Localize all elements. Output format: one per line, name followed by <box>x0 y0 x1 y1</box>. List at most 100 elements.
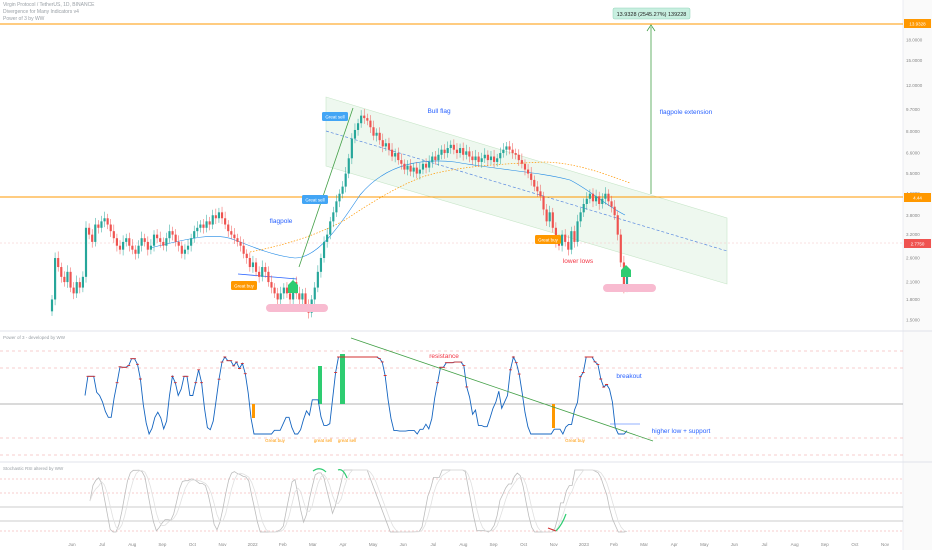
power-of-3-line-high <box>86 356 609 388</box>
candle <box>360 115 363 124</box>
candle <box>180 245 183 254</box>
candle <box>539 191 542 197</box>
candle <box>350 138 353 159</box>
candle <box>91 234 94 242</box>
great-buy-badge-2: Great buy <box>535 235 561 244</box>
candle <box>366 118 369 121</box>
candle <box>264 267 267 272</box>
candle <box>437 154 440 161</box>
time-axis-label: Jul <box>430 542 436 547</box>
candle <box>582 203 585 213</box>
p2-buy-bar-2 <box>552 404 555 428</box>
candle <box>103 218 106 222</box>
stoch-highlight-3 <box>547 527 557 532</box>
candle <box>140 238 143 246</box>
moving-average-2 <box>249 161 631 253</box>
candle <box>517 154 520 161</box>
candle <box>109 224 112 232</box>
candle <box>424 163 428 168</box>
candle <box>418 169 421 174</box>
highlight-oval-2 <box>603 284 656 292</box>
candle <box>304 293 307 306</box>
target-label-box <box>612 7 691 20</box>
candle <box>530 173 533 180</box>
candle <box>69 271 72 288</box>
candle <box>276 293 279 300</box>
candle <box>492 156 496 162</box>
candle <box>211 215 214 225</box>
candle <box>54 258 57 300</box>
candle <box>619 234 622 263</box>
price-tick-label: 5.5000 <box>906 171 920 176</box>
candle <box>394 153 397 157</box>
great-buy-label-1: Great buy <box>234 284 255 289</box>
candle <box>106 218 109 225</box>
candle <box>288 293 292 300</box>
flagpole-line <box>298 107 354 268</box>
candle <box>230 231 233 235</box>
candle <box>152 234 156 246</box>
candle <box>344 173 347 187</box>
target-price-tag <box>904 19 931 28</box>
candle <box>245 253 248 259</box>
resistance-label: resistance <box>429 353 459 360</box>
candle <box>465 151 468 155</box>
candle <box>499 153 502 159</box>
candle <box>338 193 341 202</box>
candle <box>220 212 224 219</box>
candle <box>57 258 60 268</box>
candle <box>159 238 162 242</box>
candle <box>570 231 573 250</box>
candle <box>199 224 202 228</box>
candle <box>372 127 375 136</box>
candle <box>75 282 78 294</box>
stoch-rsi-title: Stochastic RSI altered by WW <box>3 466 64 471</box>
candle <box>202 224 205 228</box>
candle <box>551 212 554 228</box>
candle <box>520 160 523 164</box>
stoch-highlight-2 <box>337 469 348 479</box>
time-axis-label: Mar <box>309 542 317 547</box>
candle <box>81 276 84 288</box>
candle <box>406 165 409 170</box>
last-price-tag-text: 2.7750 <box>911 242 925 247</box>
candle <box>165 238 168 246</box>
candle <box>214 215 217 219</box>
candle <box>579 212 582 222</box>
candle <box>610 201 613 207</box>
candle <box>143 238 146 242</box>
candle <box>486 154 489 161</box>
candle <box>326 234 329 242</box>
candle <box>285 287 289 294</box>
candle <box>564 234 567 242</box>
candle <box>313 287 316 300</box>
time-axis[interactable]: Jun Jul Aug Sep Oct Nov 2022 Feb Mar Apr May Jun Jul… <box>68 542 889 547</box>
time-axis-label: Sep <box>490 542 499 547</box>
breakout-label: breakout <box>616 373 641 380</box>
price-scale[interactable] <box>903 0 932 550</box>
candle <box>468 151 471 157</box>
candle <box>421 163 425 170</box>
candle <box>449 144 452 149</box>
candle <box>443 149 446 154</box>
candle <box>378 132 381 141</box>
target-price-tag-text: 13.9328 <box>909 22 926 27</box>
candle <box>434 156 437 161</box>
time-axis-label: Oct <box>851 542 859 547</box>
candle <box>496 158 499 162</box>
candle <box>616 215 619 235</box>
indicator-title-2: Power of 3 by WW <box>3 16 45 22</box>
candle <box>505 146 508 150</box>
candle <box>455 149 459 154</box>
great-sell-label-2: Great sell <box>305 198 324 203</box>
candle <box>72 287 75 294</box>
candle <box>400 160 403 164</box>
time-axis-label: Feb <box>279 542 287 547</box>
great-sell-badge-1: Great sell <box>322 112 348 121</box>
last-price-tag <box>904 239 931 248</box>
buy-marker-2 <box>621 265 631 277</box>
candle <box>190 238 193 246</box>
candle <box>258 271 261 277</box>
candle <box>471 156 474 161</box>
